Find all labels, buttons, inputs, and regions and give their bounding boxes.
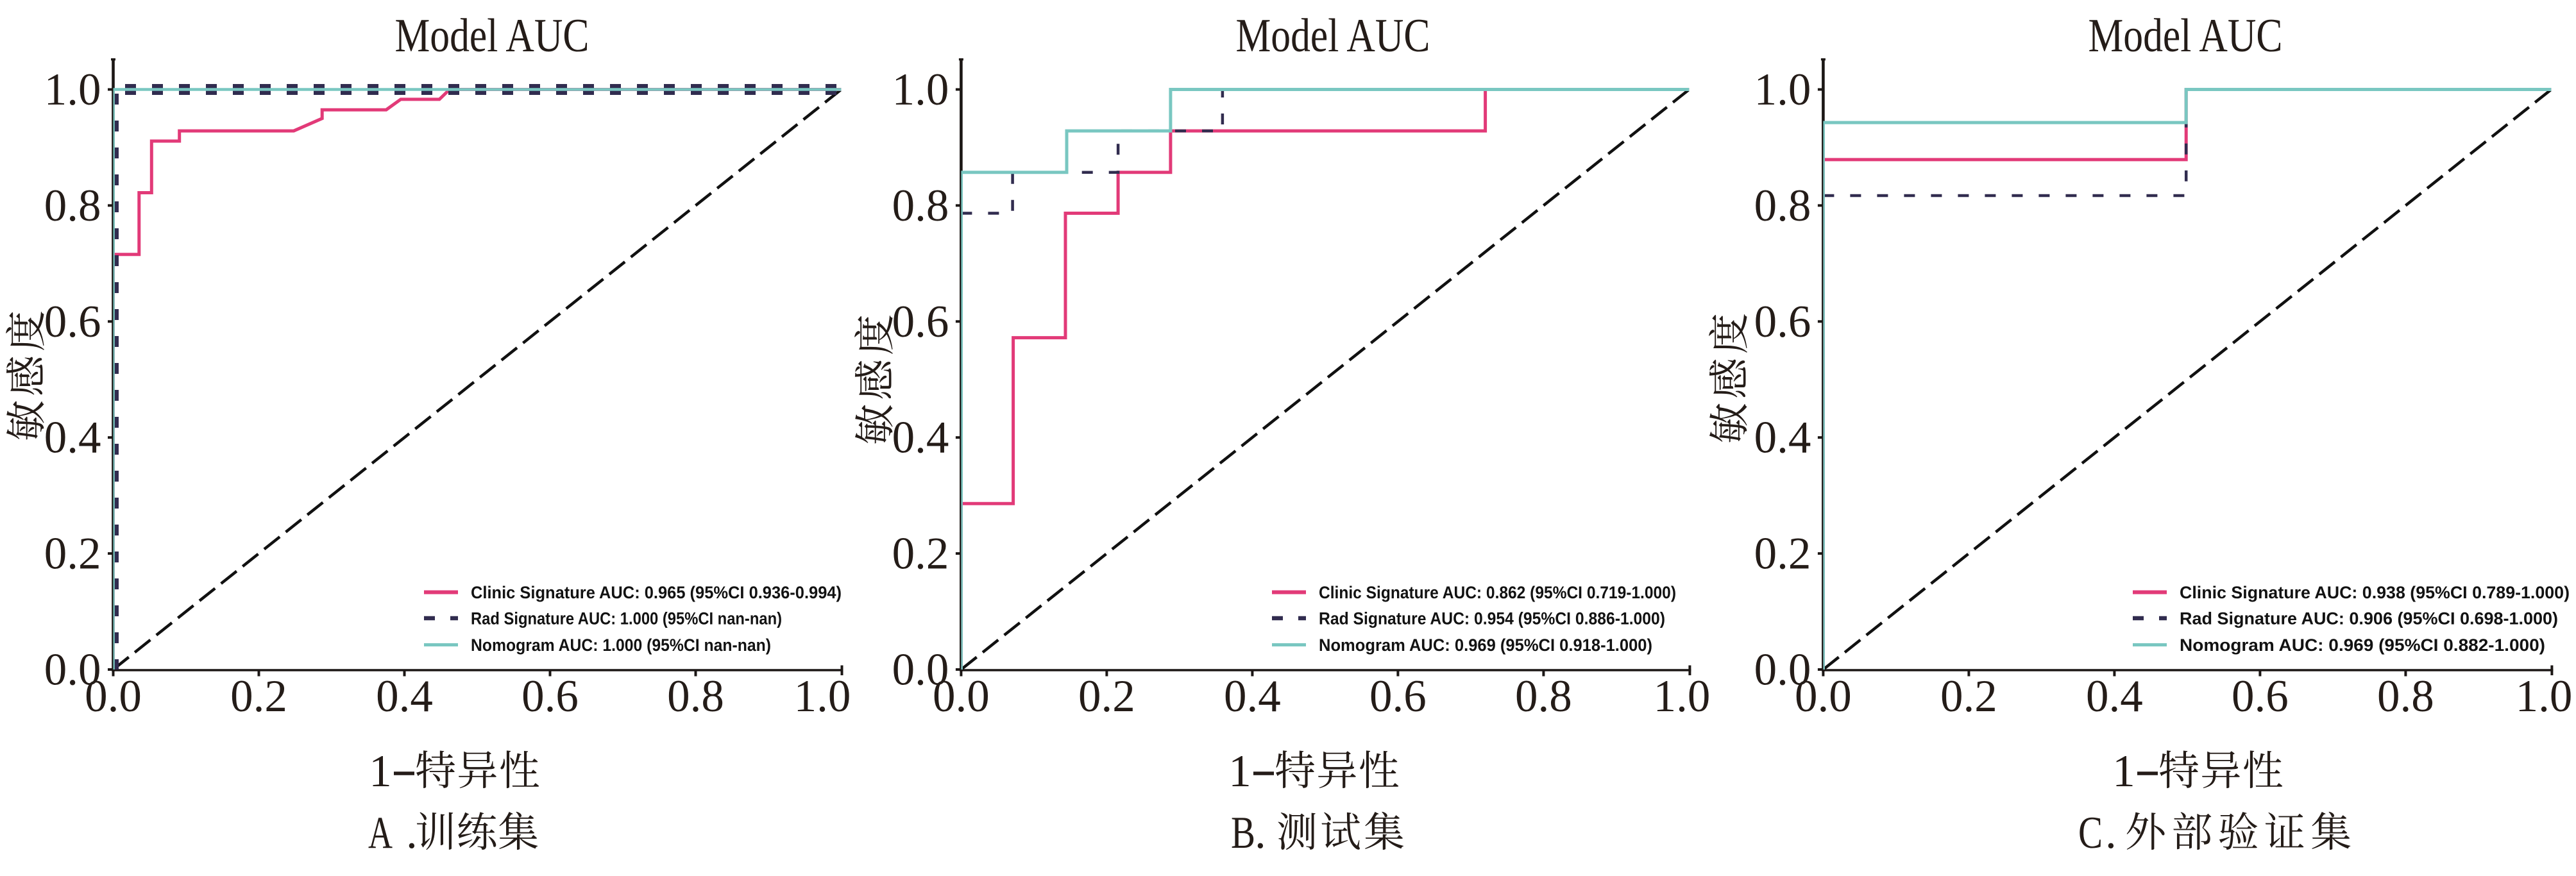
svg-text:B: B	[1231, 808, 1255, 858]
svg-text:0.6: 0.6	[1369, 671, 1427, 721]
svg-text:0.4: 0.4	[892, 413, 949, 463]
svg-text:0.2: 0.2	[44, 529, 101, 579]
svg-text:0.0: 0.0	[933, 671, 990, 721]
svg-text:0.2: 0.2	[1940, 671, 1997, 721]
svg-text:0.8: 0.8	[1754, 181, 1811, 231]
svg-text:Rad Signature AUC: 0.906 (95%C: Rad Signature AUC: 0.906 (95%CI 0.698-1.…	[2180, 609, 2558, 628]
svg-text:0.8: 0.8	[892, 181, 949, 231]
svg-text:0.4: 0.4	[376, 671, 433, 721]
svg-text:0.0: 0.0	[892, 645, 949, 695]
svg-text:1: 1	[1228, 746, 1251, 796]
svg-text:0.2: 0.2	[230, 671, 287, 721]
svg-text:0.4: 0.4	[44, 413, 101, 463]
svg-text:0.2: 0.2	[892, 529, 949, 579]
svg-text:0.0: 0.0	[1795, 671, 1852, 721]
svg-text:Nomogram AUC: 0.969 (95%CI 0.8: Nomogram AUC: 0.969 (95%CI 0.882-1.000)	[2180, 636, 2545, 655]
svg-text:1.0: 1.0	[794, 671, 851, 721]
svg-text:Model AUC: Model AUC	[1236, 10, 1430, 62]
svg-text:0.2: 0.2	[1078, 671, 1135, 721]
svg-text:A: A	[368, 808, 393, 858]
svg-text:0.0: 0.0	[85, 671, 142, 721]
svg-text:0.4: 0.4	[1754, 413, 1811, 463]
svg-text:Rad Signature AUC: 0.954 (95%C: Rad Signature AUC: 0.954 (95%CI 0.886-1.…	[1319, 609, 1665, 628]
svg-text:1.0: 1.0	[892, 65, 949, 115]
svg-text:Model AUC: Model AUC	[2089, 10, 2283, 62]
svg-text:Clinic Signature AUC: 0.938 (9: Clinic Signature AUC: 0.938 (95%CI 0.789…	[2180, 583, 2570, 602]
svg-text:Nomogram AUC: 1.000 (95%CI nan: Nomogram AUC: 1.000 (95%CI nan-nan)	[471, 636, 771, 655]
svg-text:1.0: 1.0	[44, 65, 101, 115]
svg-text:1: 1	[2112, 746, 2135, 796]
svg-text:.: .	[2105, 808, 2117, 858]
svg-text:0.6: 0.6	[2232, 671, 2289, 721]
svg-text:.: .	[406, 808, 418, 858]
svg-text:0.4: 0.4	[2086, 671, 2143, 721]
svg-text:0.6: 0.6	[892, 297, 949, 347]
svg-text:0.8: 0.8	[1515, 671, 1572, 721]
svg-text:0.0: 0.0	[1754, 645, 1811, 695]
svg-text:0.2: 0.2	[1754, 529, 1811, 579]
svg-text:1.0: 1.0	[2516, 671, 2573, 721]
svg-text:0.8: 0.8	[667, 671, 724, 721]
svg-text:0.6: 0.6	[521, 671, 579, 721]
svg-text:1.0: 1.0	[1654, 671, 1711, 721]
svg-text:0.8: 0.8	[2377, 671, 2434, 721]
svg-text:1: 1	[369, 746, 392, 796]
svg-text:0.0: 0.0	[44, 645, 101, 695]
svg-text:Rad Signature AUC: 1.000 (95%C: Rad Signature AUC: 1.000 (95%CI nan-nan)	[471, 609, 782, 628]
svg-text:0.8: 0.8	[44, 181, 101, 231]
svg-text:Nomogram AUC: 0.969 (95%CI 0.9: Nomogram AUC: 0.969 (95%CI 0.918-1.000)	[1319, 636, 1652, 655]
svg-text:Clinic Signature AUC: 0.965 (9: Clinic Signature AUC: 0.965 (95%CI 0.936…	[471, 583, 842, 602]
svg-text:1.0: 1.0	[1754, 65, 1811, 115]
svg-text:C: C	[2078, 808, 2103, 858]
svg-text:Model AUC: Model AUC	[395, 10, 589, 62]
svg-text:Clinic Signature AUC: 0.862 (9: Clinic Signature AUC: 0.862 (95%CI 0.719…	[1319, 583, 1676, 602]
svg-text:.: .	[1255, 808, 1266, 858]
svg-text:0.4: 0.4	[1224, 671, 1281, 721]
svg-text:0.6: 0.6	[44, 297, 101, 347]
svg-text:0.6: 0.6	[1754, 297, 1811, 347]
